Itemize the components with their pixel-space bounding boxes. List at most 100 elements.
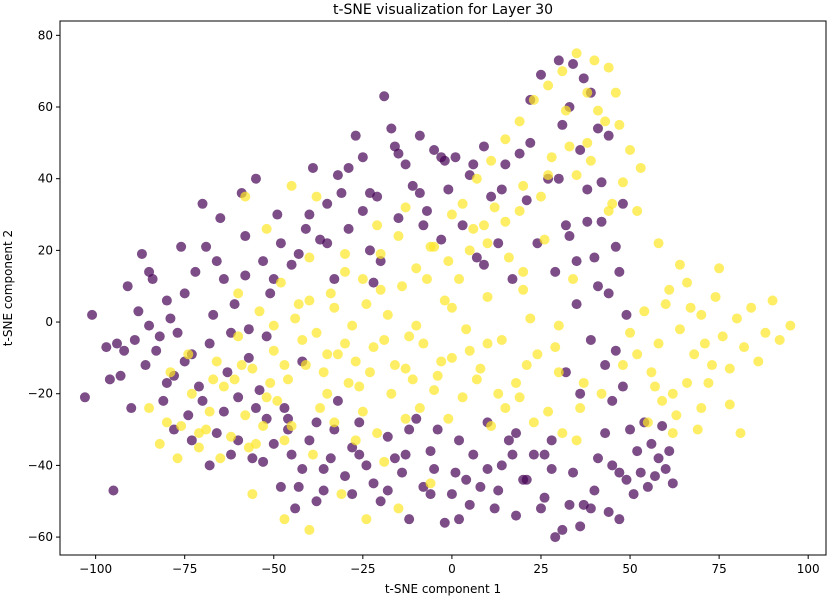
scatter-point-s0-209 bbox=[525, 137, 536, 148]
scatter-point-s0-159 bbox=[660, 463, 671, 474]
scatter-point-s1-187 bbox=[521, 360, 532, 371]
scatter-point-s1-0 bbox=[144, 403, 155, 414]
scatter-point-s0-72 bbox=[350, 130, 361, 141]
scatter-point-s0-125 bbox=[539, 492, 550, 503]
scatter-point-s0-149 bbox=[625, 424, 636, 435]
scatter-point-s0-193 bbox=[322, 238, 333, 249]
scatter-point-s1-130 bbox=[247, 489, 258, 500]
scatter-point-s1-154 bbox=[582, 87, 593, 98]
scatter-point-s1-42 bbox=[461, 324, 472, 335]
scatter-point-s0-172 bbox=[585, 334, 596, 345]
scatter-point-s1-91 bbox=[682, 377, 693, 388]
scatter-point-s0-248 bbox=[603, 506, 614, 517]
scatter-point-s0-197 bbox=[368, 277, 379, 288]
scatter-point-s1-47 bbox=[496, 334, 507, 345]
scatter-point-s1-118 bbox=[414, 403, 425, 414]
scatter-point-s1-182 bbox=[379, 334, 390, 345]
scatter-point-s0-147 bbox=[617, 198, 628, 209]
scatter-point-s1-177 bbox=[518, 266, 529, 277]
scatter-point-s1-198 bbox=[514, 205, 525, 216]
scatter-point-s1-33 bbox=[397, 281, 408, 292]
scatter-point-s0-245 bbox=[575, 521, 586, 532]
scatter-point-s1-18 bbox=[290, 313, 301, 324]
scatter-point-s1-161 bbox=[268, 320, 279, 331]
scatter-point-s1-203 bbox=[617, 177, 628, 188]
scatter-point-s0-97 bbox=[439, 517, 450, 528]
scatter-point-s0-102 bbox=[457, 220, 468, 231]
scatter-point-s1-66 bbox=[632, 349, 643, 360]
scatter-point-s0-216 bbox=[218, 406, 229, 417]
scatter-point-s1-149 bbox=[514, 116, 525, 127]
scatter-point-s1-61 bbox=[596, 388, 607, 399]
scatter-point-s0-127 bbox=[546, 435, 557, 446]
scatter-point-s0-202 bbox=[429, 463, 440, 474]
scatter-point-s1-172 bbox=[535, 191, 546, 202]
scatter-point-s0-85 bbox=[397, 467, 408, 478]
scatter-point-s1-76 bbox=[703, 377, 714, 388]
x-tick-label: 25 bbox=[533, 562, 548, 576]
scatter-point-s0-244 bbox=[564, 499, 575, 510]
scatter-point-s0-61 bbox=[311, 417, 322, 428]
scatter-point-s0-122 bbox=[528, 449, 539, 460]
scatter-point-s0-179 bbox=[560, 367, 571, 378]
scatter-point-s0-87 bbox=[404, 514, 415, 525]
scatter-point-s0-225 bbox=[329, 424, 340, 435]
scatter-point-s1-10 bbox=[233, 331, 244, 342]
scatter-point-s0-43 bbox=[247, 453, 258, 464]
scatter-point-s0-239 bbox=[507, 449, 518, 460]
scatter-point-s1-186 bbox=[493, 388, 504, 399]
scatter-point-s0-237 bbox=[478, 259, 489, 270]
x-tick-label: −50 bbox=[261, 562, 286, 576]
scatter-point-s0-241 bbox=[535, 503, 546, 514]
scatter-point-s1-119 bbox=[429, 385, 440, 396]
scatter-point-s1-35 bbox=[411, 263, 422, 274]
x-tick-label: 75 bbox=[711, 562, 726, 576]
scatter-point-s1-168 bbox=[518, 284, 529, 295]
scatter-point-s1-114 bbox=[357, 406, 368, 417]
scatter-point-s0-114 bbox=[500, 159, 511, 170]
x-axis: −100 −75 −50 −25 0 25 50 75 100 bbox=[79, 555, 820, 576]
scatter-point-s1-78 bbox=[717, 331, 728, 342]
scatter-point-s1-210 bbox=[193, 428, 204, 439]
scatter-point-s0-42 bbox=[243, 352, 254, 363]
scatter-point-s0-74 bbox=[357, 152, 368, 163]
scatter-point-s0-198 bbox=[382, 485, 393, 496]
scatter-point-s1-102 bbox=[183, 349, 194, 360]
scatter-point-s1-20 bbox=[304, 252, 315, 263]
scatter-point-s0-143 bbox=[603, 130, 614, 141]
scatter-point-s1-5 bbox=[193, 442, 204, 453]
scatter-point-s1-44 bbox=[475, 363, 486, 374]
scatter-point-s1-214 bbox=[265, 377, 276, 388]
scatter-point-s1-63 bbox=[610, 87, 621, 98]
scatter-point-s0-16 bbox=[151, 345, 162, 356]
scatter-point-s0-242 bbox=[546, 463, 557, 474]
scatter-point-s1-169 bbox=[553, 320, 564, 331]
scatter-point-s0-222 bbox=[293, 481, 304, 492]
scatter-point-s0-52 bbox=[279, 403, 290, 414]
scatter-point-s1-193 bbox=[364, 367, 375, 378]
scatter-point-s1-174 bbox=[607, 198, 618, 209]
scatter-point-s1-59 bbox=[582, 137, 593, 148]
scatter-point-s1-110 bbox=[300, 360, 311, 371]
y-tick-label: −40 bbox=[28, 458, 53, 472]
scatter-point-s1-135 bbox=[393, 503, 404, 514]
scatter-point-s1-179 bbox=[357, 274, 368, 285]
scatter-point-s1-19 bbox=[297, 334, 308, 345]
scatter-point-s0-190 bbox=[286, 449, 297, 460]
scatter-point-s0-107 bbox=[475, 481, 486, 492]
scatter-point-s0-232 bbox=[414, 188, 425, 199]
scatter-point-s1-167 bbox=[482, 338, 493, 349]
scatter-point-s1-152 bbox=[557, 66, 568, 77]
scatter-point-s0-195 bbox=[347, 489, 358, 500]
scatter-point-s1-74 bbox=[689, 349, 700, 360]
scatter-point-s0-59 bbox=[304, 435, 315, 446]
scatter-point-s1-108 bbox=[272, 395, 283, 406]
scatter-point-s1-121 bbox=[457, 392, 468, 403]
scatter-point-s1-180 bbox=[322, 388, 333, 399]
scatter-point-s1-147 bbox=[486, 155, 497, 166]
scatter-point-s0-41 bbox=[240, 231, 251, 242]
scatter-point-s0-2 bbox=[101, 342, 112, 353]
scatter-point-s1-54 bbox=[546, 152, 557, 163]
scatter-point-s0-166 bbox=[621, 309, 632, 320]
